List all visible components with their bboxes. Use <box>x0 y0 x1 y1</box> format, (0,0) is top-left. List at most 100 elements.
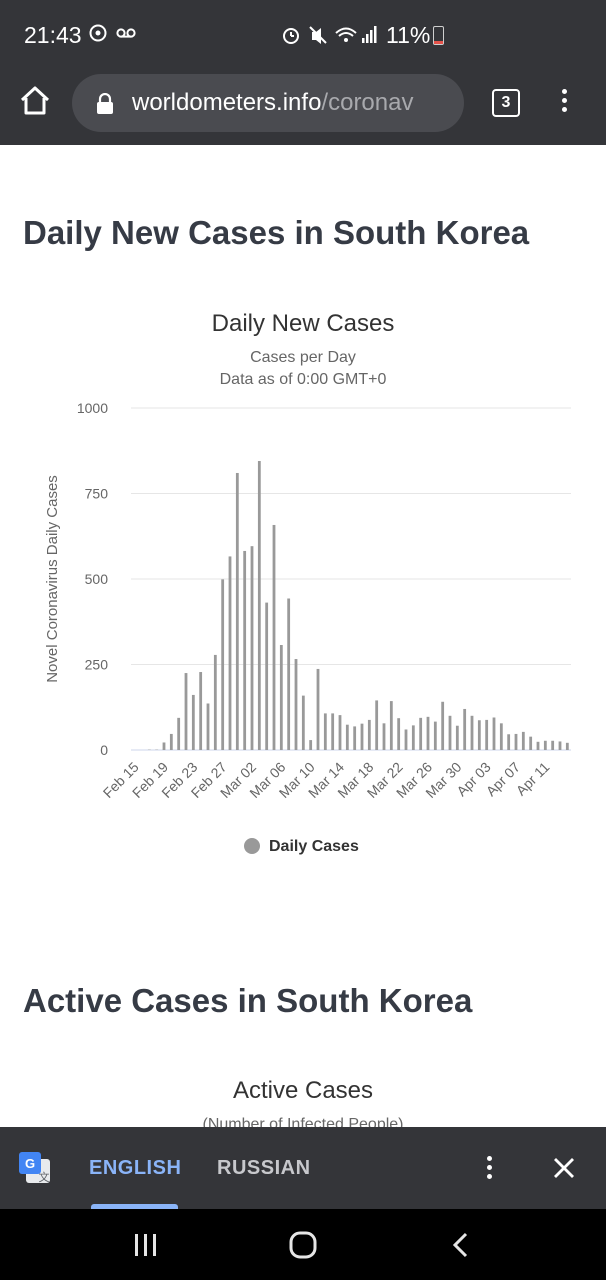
home-icon <box>20 86 50 115</box>
section-title-active-cases: Active Cases in South Korea <box>23 982 473 1019</box>
bar <box>558 741 562 750</box>
status-time: 21:43 <box>24 22 82 48</box>
url-host: worldometers.info <box>132 89 322 116</box>
bar <box>265 602 269 750</box>
section-title-daily-cases: Daily New Cases in South Korea <box>23 214 530 251</box>
url-path: /coronav <box>321 89 414 116</box>
bar <box>375 700 379 750</box>
bar <box>404 729 408 750</box>
google-translate-icon[interactable]: G 文 <box>18 1151 52 1185</box>
bar <box>565 742 569 750</box>
battery-icon <box>433 26 445 45</box>
bar <box>477 720 481 750</box>
y-tick-label: 500 <box>85 571 109 587</box>
tab-switcher-button[interactable]: 3 <box>492 89 520 117</box>
bar <box>169 733 173 750</box>
bar <box>206 703 210 750</box>
bar <box>301 695 305 750</box>
tab-russian[interactable]: RUSSIAN <box>217 1157 311 1179</box>
bar <box>294 659 298 750</box>
bar <box>287 598 291 750</box>
alarm-mute-wifi-signal-icons <box>283 26 377 44</box>
x-tick-label: Apr 11 <box>513 759 553 799</box>
home-button[interactable] <box>19 86 53 120</box>
bar <box>426 716 430 750</box>
bar <box>382 723 386 750</box>
bar <box>389 701 393 750</box>
browser-toolbar: worldometers.info/coronav 3 <box>0 70 606 145</box>
bar <box>551 740 555 750</box>
svg-text:文: 文 <box>39 1170 50 1184</box>
bar <box>257 461 261 750</box>
bar <box>514 733 518 750</box>
back-icon[interactable] <box>451 1232 471 1258</box>
bar <box>367 719 371 750</box>
chart-legend[interactable]: Daily Cases <box>244 838 359 856</box>
bar <box>485 719 489 750</box>
browser-menu-button[interactable] <box>557 89 571 115</box>
bar <box>455 725 459 750</box>
selected-tab-indicator <box>91 1204 178 1209</box>
bar <box>448 715 452 750</box>
bar <box>470 715 474 750</box>
bar <box>331 713 335 750</box>
bar <box>272 524 276 750</box>
status-right-icons <box>280 24 380 51</box>
url-bar[interactable]: worldometers.info/coronav <box>72 74 464 132</box>
bar <box>235 472 239 750</box>
bar <box>162 742 166 750</box>
translate-bar: G 文 ENGLISH RUSSIAN <box>0 1127 606 1209</box>
bar <box>191 694 195 750</box>
chart2-title: Active Cases <box>232 1077 374 1104</box>
y-tick-label: 750 <box>85 486 109 502</box>
bar <box>463 708 467 750</box>
bar <box>543 740 547 750</box>
translate-menu-button[interactable] <box>484 1156 494 1183</box>
bar <box>243 550 247 750</box>
bar <box>250 546 254 750</box>
bar <box>433 721 437 750</box>
battery-indicator: 11% <box>386 22 445 49</box>
bar <box>536 741 540 750</box>
y-tick-label: 250 <box>85 657 109 673</box>
y-axis-title: Novel Coronavirus Daily Cases <box>44 475 61 683</box>
recents-icon[interactable] <box>133 1233 159 1257</box>
bar <box>199 672 203 750</box>
bar <box>397 718 401 750</box>
y-tick-label: 1000 <box>77 400 108 416</box>
battery-percent: 11% <box>386 22 431 48</box>
close-icon[interactable] <box>553 1157 575 1179</box>
svg-text:G: G <box>25 1156 35 1171</box>
bar <box>213 654 217 750</box>
bar <box>345 724 349 750</box>
bar <box>323 713 327 750</box>
bar <box>521 731 525 750</box>
bar <box>492 717 496 750</box>
status-bar: 21:43 11% <box>0 0 606 70</box>
bar <box>338 715 342 750</box>
bar <box>507 734 511 750</box>
url-text: worldometers.info/coronav <box>132 89 413 117</box>
bar <box>221 579 225 750</box>
bar <box>411 725 415 750</box>
daily-cases-chart: 0 250 500 750 1000 Novel Coronavirus Daily Ca… <box>44 400 571 801</box>
bar <box>184 673 188 750</box>
chart-title: Daily New Cases <box>211 310 395 337</box>
nav-home-icon[interactable] <box>289 1231 317 1259</box>
system-nav-bar <box>0 1209 606 1280</box>
bar <box>499 723 503 750</box>
x-tick-label: Apr 07 <box>483 759 524 800</box>
bar <box>353 726 357 750</box>
bar <box>529 736 533 750</box>
sync-voicemail-icons <box>89 24 136 42</box>
tab-english[interactable]: ENGLISH <box>89 1157 182 1179</box>
bar <box>441 701 445 750</box>
legend-label: Daily Cases <box>269 838 359 855</box>
legend-marker <box>244 838 260 854</box>
bar <box>279 645 283 750</box>
bar <box>177 717 181 750</box>
bar <box>309 740 313 750</box>
chart-subtitle-1: Cases per Day <box>250 349 356 366</box>
lock-icon <box>97 93 113 114</box>
bar <box>360 723 364 750</box>
